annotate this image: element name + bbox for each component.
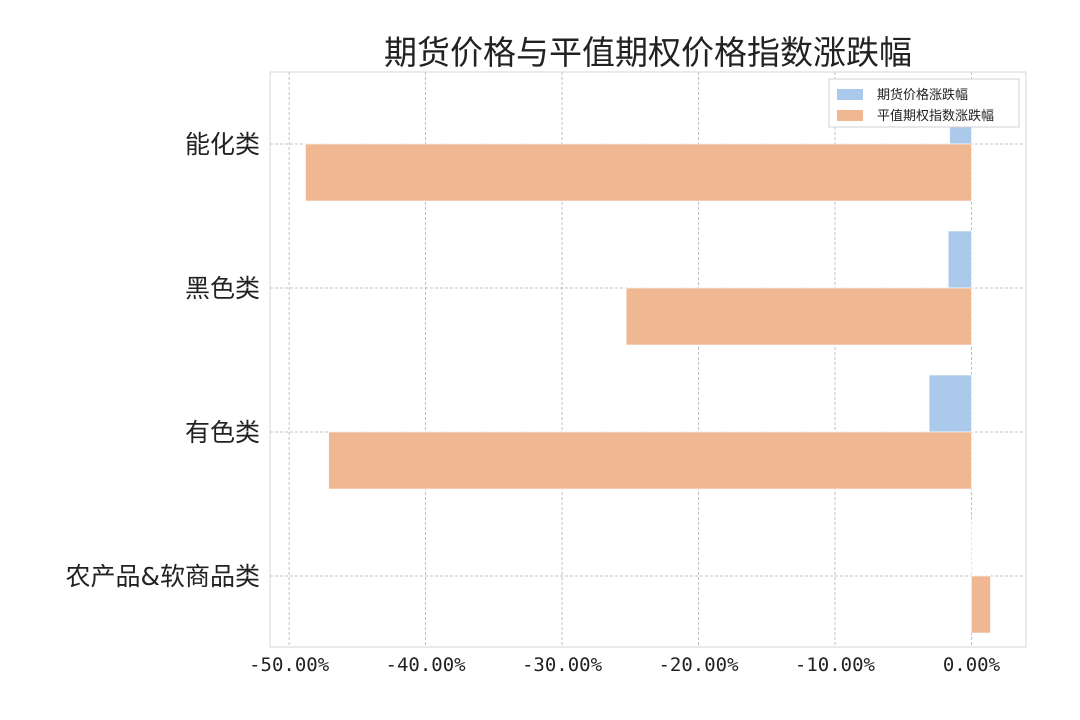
y-tick-label: 农产品&软商品类 [66, 562, 261, 591]
y-tick-label: 能化类 [185, 130, 260, 159]
x-tick-label: -50.00% [249, 654, 330, 676]
x-tick-label: -20.00% [658, 654, 739, 676]
y-tick-label: 黑色类 [185, 274, 260, 303]
legend-label: 期货价格涨跌幅 [877, 87, 968, 103]
bars-layer [305, 86, 991, 634]
bar-option-index [971, 575, 991, 634]
x-axis-labels: -50.00% -40.00% -30.00% -20.00% -10.00% 0.00% [249, 654, 1001, 676]
bar-futures [947, 230, 972, 289]
x-tick-label: 0.00% [943, 654, 1001, 676]
x-tick-label: -30.00% [522, 654, 603, 676]
plot-frame [269, 71, 1027, 648]
bar-option-index [328, 431, 972, 490]
legend-label: 平值期权指数涨跌幅 [877, 108, 994, 124]
legend-swatch [837, 89, 863, 100]
x-tick-label: -10.00% [795, 654, 876, 676]
bar-option-index [305, 143, 972, 202]
bar-option-index [625, 287, 972, 346]
chart-title: 期货价格与平值期权价格指数涨跌幅 [384, 33, 912, 72]
y-tick-label: 有色类 [185, 418, 260, 447]
bar-futures [928, 374, 972, 433]
legend-swatch [837, 110, 863, 121]
x-tick-label: -40.00% [386, 654, 467, 676]
